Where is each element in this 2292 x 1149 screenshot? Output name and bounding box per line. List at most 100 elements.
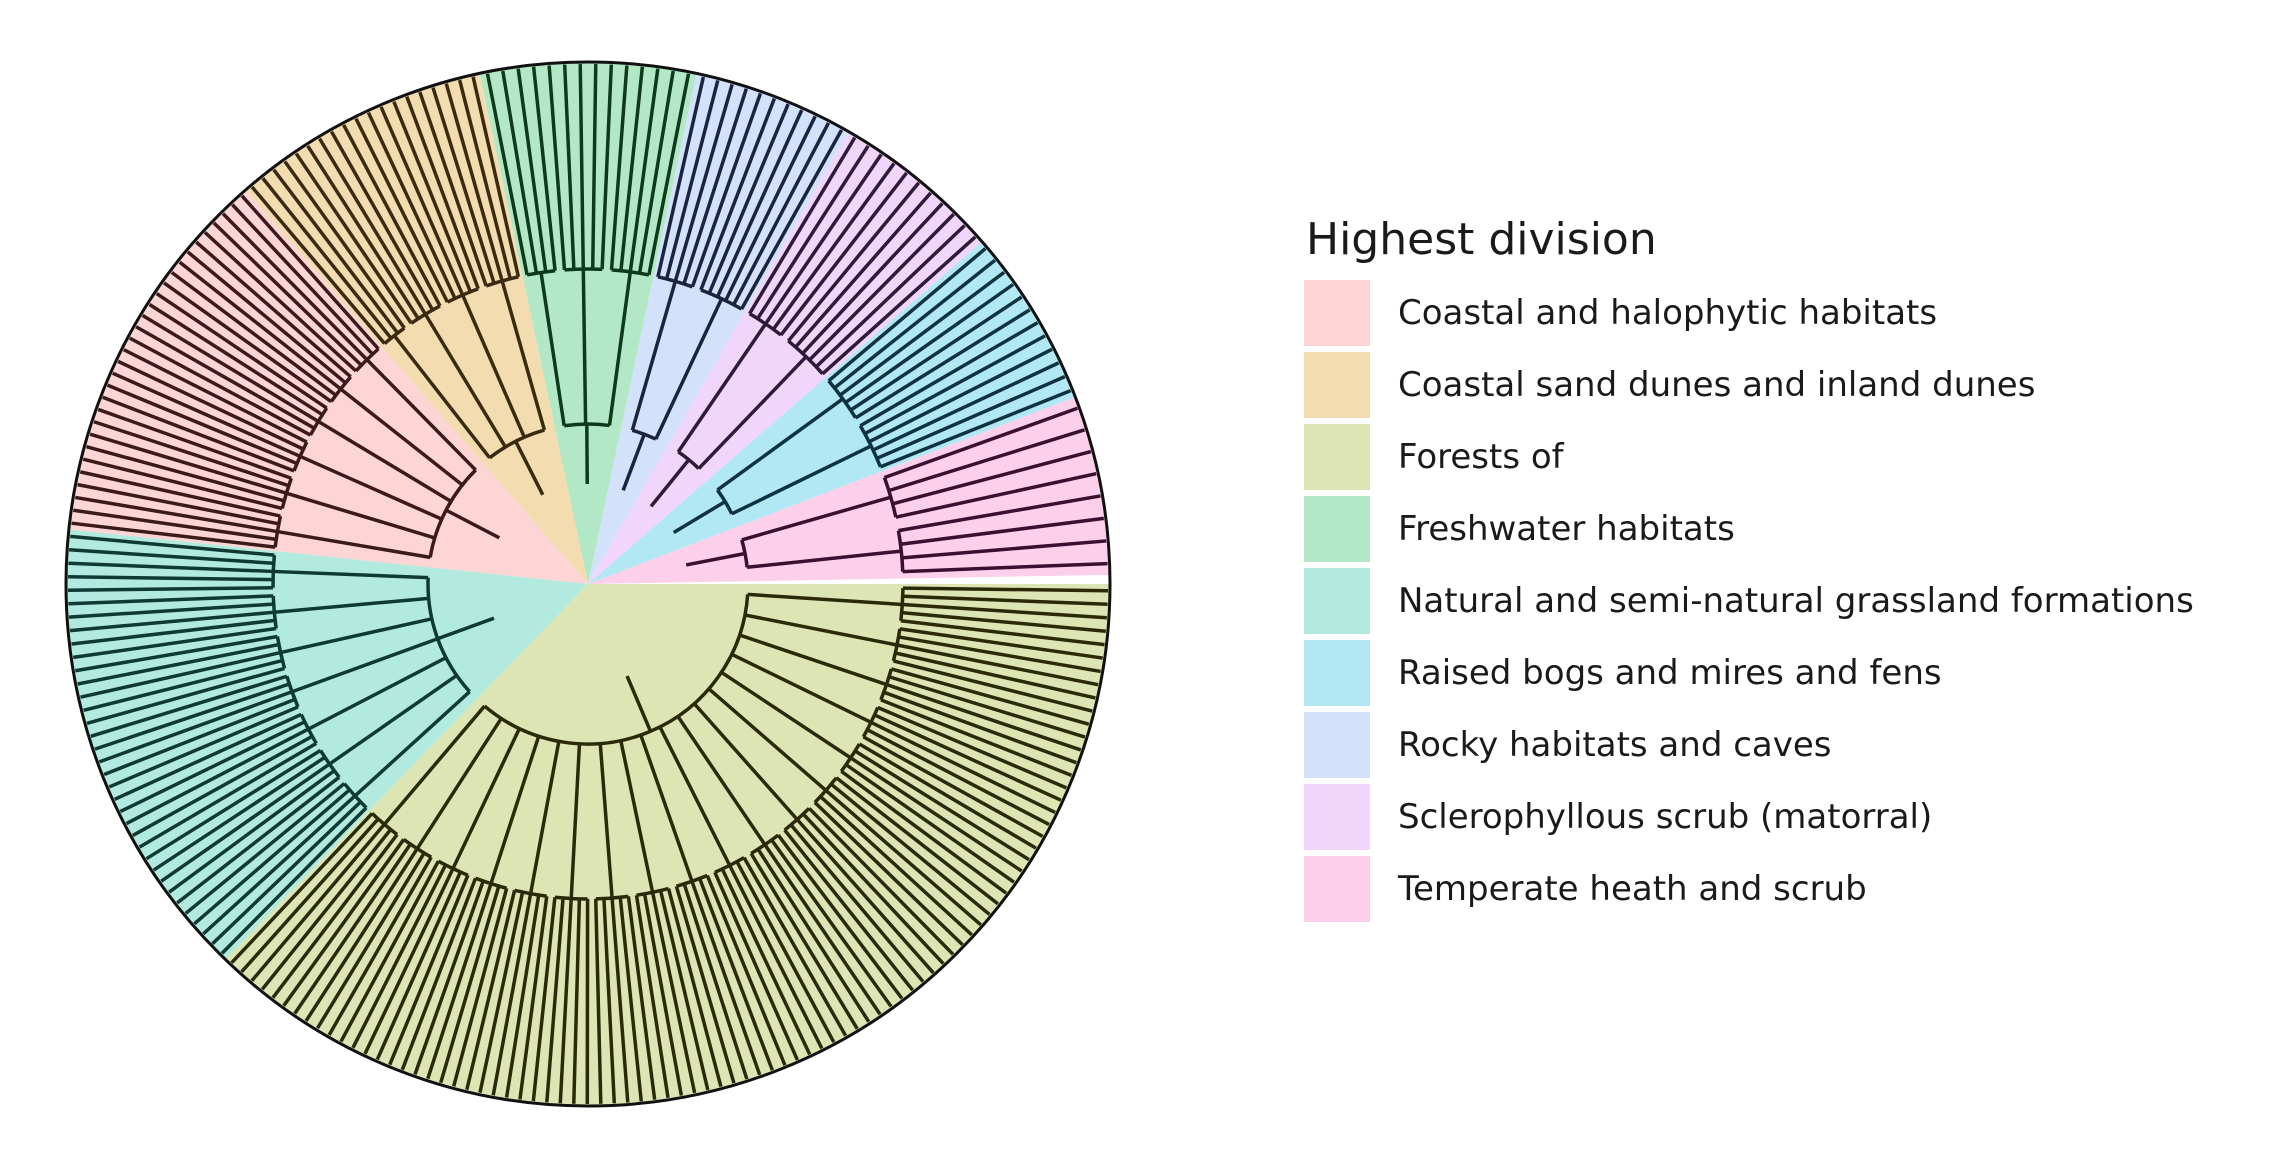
cluster-branch <box>328 674 458 766</box>
leaf-branch <box>642 893 684 1096</box>
leaf-branch <box>854 308 1031 420</box>
leaf-branch <box>193 788 351 926</box>
legend-item: Freshwater habitats <box>1304 493 2194 565</box>
group-root-branch <box>514 440 545 496</box>
leaf-branch <box>405 95 480 290</box>
cluster-branch <box>744 613 898 647</box>
leaf-branch <box>68 574 274 582</box>
leaf-branch <box>854 749 1030 862</box>
cluster-branch <box>654 297 724 440</box>
legend-swatch <box>1304 424 1370 490</box>
leaf-branch <box>690 880 762 1076</box>
legend-label: Temperate heath and scrub <box>1398 869 1867 909</box>
leaf-branch <box>872 361 1060 452</box>
cluster-branch <box>676 715 767 846</box>
leaf-branch <box>849 295 1023 412</box>
legend-label: Sclerophyllous scrub (matorral) <box>1398 797 1933 837</box>
cluster-branch <box>720 670 852 760</box>
group-root-branch <box>672 500 727 534</box>
group-root-branch <box>621 433 646 492</box>
cluster-arc <box>787 339 824 375</box>
leaf-branch <box>877 705 1068 790</box>
cluster-branch <box>607 271 633 426</box>
leaf-branch <box>221 212 369 361</box>
leaf-branch <box>135 325 316 430</box>
leaf-branch <box>97 407 292 480</box>
legend-title: Highest division <box>1306 214 1657 265</box>
cluster-branch <box>274 596 429 614</box>
leaf-branch <box>86 444 285 503</box>
leaf-branch <box>859 321 1039 428</box>
legend-item: Forests of <box>1304 421 2194 493</box>
legend-swatch <box>1304 352 1370 418</box>
leaf-branch <box>787 181 921 343</box>
leaf-branch <box>682 88 748 285</box>
leaf-branch <box>763 843 882 1016</box>
cluster-arc <box>474 876 508 891</box>
leaf-branch <box>68 594 274 606</box>
leaf-branch <box>282 838 406 1007</box>
leaf-branch <box>119 720 306 814</box>
leaf-branch <box>628 68 660 273</box>
leaf-branch <box>888 675 1086 739</box>
leaf-branch <box>250 185 386 345</box>
leaf-branch <box>835 776 1000 906</box>
leaf-branch <box>318 137 427 316</box>
cluster-branch <box>692 702 799 821</box>
leaf-branch <box>728 864 824 1050</box>
leaf-branch <box>400 877 478 1071</box>
leaf-branch <box>735 860 836 1044</box>
cluster-branch <box>291 637 439 694</box>
sector-wedge <box>225 584 1111 1106</box>
leaf-branch <box>756 144 870 320</box>
leaf-branch <box>890 667 1090 726</box>
group-root-branch <box>685 551 746 567</box>
cluster-branch <box>365 358 477 472</box>
cluster-branch <box>741 495 892 542</box>
cluster-branch <box>392 334 491 459</box>
leaf-branch <box>892 449 1092 506</box>
leaf-branch <box>431 87 496 284</box>
leaf-branch <box>901 539 1107 560</box>
cluster-arc <box>827 379 858 419</box>
leaf-branch <box>821 235 977 376</box>
cluster-branch <box>581 269 588 425</box>
group-root-branch <box>445 508 501 540</box>
leaf-branch <box>845 763 1016 884</box>
leaf-branch <box>186 250 347 385</box>
leaf-branch <box>610 897 630 1103</box>
leaf-branch <box>902 586 1108 593</box>
outer-border <box>64 60 1112 1108</box>
leaf-branch <box>102 395 295 473</box>
cluster-arc <box>783 807 811 832</box>
leaf-branch <box>131 734 314 837</box>
leaf-branch <box>902 561 1108 574</box>
leaf-branch <box>178 260 342 391</box>
leaf-branch <box>609 65 629 271</box>
leaf-branch <box>858 742 1037 850</box>
leaf-branch <box>594 898 603 1104</box>
leaf-branch <box>504 894 541 1098</box>
leaf-branch <box>807 807 955 956</box>
cluster-branch <box>277 529 431 560</box>
leaf-branch <box>545 897 565 1103</box>
cluster-arc <box>273 515 283 548</box>
group-root-branch <box>625 675 653 732</box>
legend-swatch <box>1304 856 1370 922</box>
leaf-branch <box>90 674 288 738</box>
leaf-branch <box>379 106 465 296</box>
leaf-branch <box>699 97 776 291</box>
leaf-branch <box>363 867 455 1055</box>
leaf-branch <box>830 782 991 916</box>
cluster-branch <box>730 652 872 724</box>
cluster-branch <box>461 294 526 438</box>
leaf-branch <box>516 68 548 273</box>
cluster-branch <box>285 491 436 540</box>
leaf-branch <box>626 896 657 1100</box>
leaf-branch <box>294 152 413 325</box>
leaf-branch <box>531 897 557 1102</box>
leaf-branch <box>501 70 539 274</box>
leaf-branch <box>900 516 1105 546</box>
leaf-branch <box>883 406 1079 480</box>
leaf-branch <box>304 847 419 1022</box>
